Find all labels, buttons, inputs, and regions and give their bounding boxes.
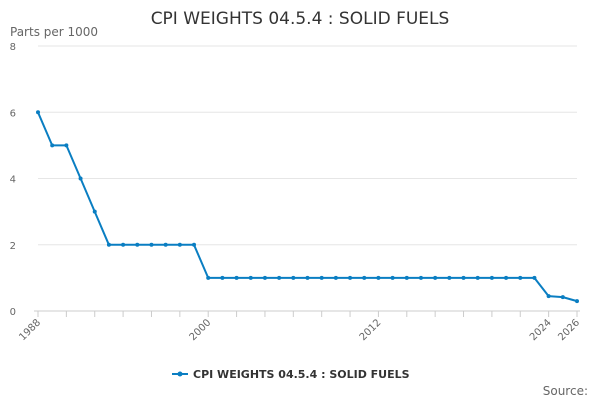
data-point: [504, 275, 509, 280]
data-point: [291, 275, 296, 280]
data-point: [106, 242, 111, 247]
y-axis-ticks: 0 2 4 6 8: [10, 42, 16, 318]
y-tick-label: 0: [10, 307, 16, 318]
data-point: [121, 242, 126, 247]
data-point: [177, 242, 182, 247]
data-point: [362, 275, 367, 280]
data-point: [262, 275, 267, 280]
legend-label: CPI WEIGHTS 04.5.4 : SOLID FUELS: [193, 368, 410, 381]
data-point: [333, 275, 338, 280]
data-point: [489, 275, 494, 280]
data-point: [220, 275, 225, 280]
y-tick-label: 6: [10, 108, 16, 119]
data-point: [149, 242, 154, 247]
y-tick-label: 2: [10, 241, 16, 252]
data-point: [305, 275, 310, 280]
data-point: [546, 294, 551, 299]
x-tick-label: 2000: [188, 317, 214, 343]
data-point: [532, 275, 537, 280]
data-point: [192, 242, 197, 247]
data-point: [277, 275, 282, 280]
data-point: [433, 275, 438, 280]
y-tick-label: 8: [10, 42, 16, 53]
x-tick-label: 2026: [556, 317, 582, 343]
x-tick-label: 2024: [528, 317, 554, 343]
data-point: [206, 275, 211, 280]
data-point: [518, 275, 523, 280]
data-point: [319, 275, 324, 280]
data-point: [461, 275, 466, 280]
data-point: [92, 209, 97, 214]
x-tick-label: 2012: [358, 317, 384, 343]
data-point: [475, 275, 480, 280]
data-point: [163, 242, 168, 247]
data-point: [575, 299, 579, 304]
data-point: [390, 275, 395, 280]
y-axis-label: Parts per 1000: [10, 25, 98, 39]
data-point: [50, 143, 55, 148]
data-point: [64, 143, 69, 148]
source-label: Source:: [543, 384, 588, 398]
chart-title: CPI WEIGHTS 04.5.4 : SOLID FUELS: [151, 9, 450, 29]
x-tick-label: 1988: [17, 317, 43, 343]
data-point: [348, 275, 353, 280]
legend[interactable]: CPI WEIGHTS 04.5.4 : SOLID FUELS: [172, 368, 410, 381]
x-axis: 1988 2000 2012 2024 2026: [17, 310, 582, 343]
data-point: [234, 275, 239, 280]
data-point: [418, 275, 423, 280]
series-layer: [36, 110, 579, 304]
data-point: [248, 275, 253, 280]
data-point: [447, 275, 452, 280]
data-point: [78, 176, 83, 181]
data-point: [135, 242, 140, 247]
series-line: [37, 111, 578, 303]
data-point: [376, 275, 381, 280]
data-point: [560, 295, 565, 300]
legend-marker-icon: [177, 371, 183, 377]
y-tick-label: 4: [10, 175, 16, 186]
data-point: [404, 275, 409, 280]
data-point: [36, 110, 40, 115]
gridlines: [38, 45, 577, 246]
